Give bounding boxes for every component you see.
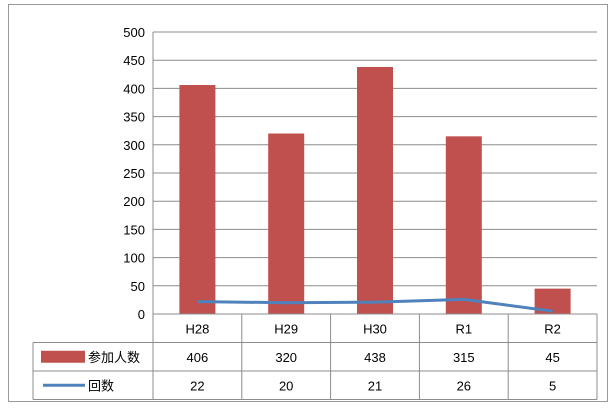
bar bbox=[179, 85, 216, 315]
y-tick-label: 150 bbox=[123, 222, 145, 237]
table-value: 26 bbox=[457, 378, 471, 393]
y-tick-label: 300 bbox=[123, 138, 145, 153]
y-tick-label: 450 bbox=[123, 53, 145, 68]
chart-svg: 0 50 100 150 200 250 300 350 400 450 500 H28 H29 H30 R… bbox=[32, 25, 598, 400]
legend-label: 参加人数 bbox=[88, 350, 140, 365]
x-tick-label: H29 bbox=[274, 321, 298, 336]
x-tick-label: H28 bbox=[185, 321, 209, 336]
y-tick-label: 50 bbox=[131, 279, 145, 294]
y-tick-label: 0 bbox=[138, 307, 145, 322]
table-value: 21 bbox=[368, 378, 382, 393]
y-tick-label: 350 bbox=[123, 110, 145, 125]
y-tick-label: 500 bbox=[123, 25, 145, 40]
line-series bbox=[197, 297, 553, 313]
table-value: 315 bbox=[453, 350, 475, 365]
y-tick-label: 100 bbox=[123, 251, 145, 266]
x-tick-label: R1 bbox=[455, 321, 472, 336]
table-value: 45 bbox=[545, 350, 559, 365]
chart-frame: 0 50 100 150 200 250 300 350 400 450 500 H28 H29 H30 R… bbox=[8, 4, 608, 402]
x-tick-label: R2 bbox=[544, 321, 561, 336]
y-tick-label: 200 bbox=[123, 194, 145, 209]
bar bbox=[268, 133, 305, 314]
bar bbox=[445, 136, 482, 314]
bar bbox=[357, 66, 393, 314]
table-value: 320 bbox=[275, 350, 297, 365]
table-value: 20 bbox=[279, 378, 293, 393]
table-value: 22 bbox=[190, 378, 204, 393]
x-tick-label: H30 bbox=[363, 321, 387, 336]
legend-label: 回数 bbox=[88, 378, 114, 393]
y-tick-label: 250 bbox=[123, 166, 145, 181]
table-value: 438 bbox=[364, 350, 386, 365]
legend-key-bar bbox=[41, 350, 85, 363]
y-tick-label: 400 bbox=[123, 81, 145, 96]
table-value: 406 bbox=[187, 350, 209, 365]
table-value: 5 bbox=[549, 378, 556, 393]
